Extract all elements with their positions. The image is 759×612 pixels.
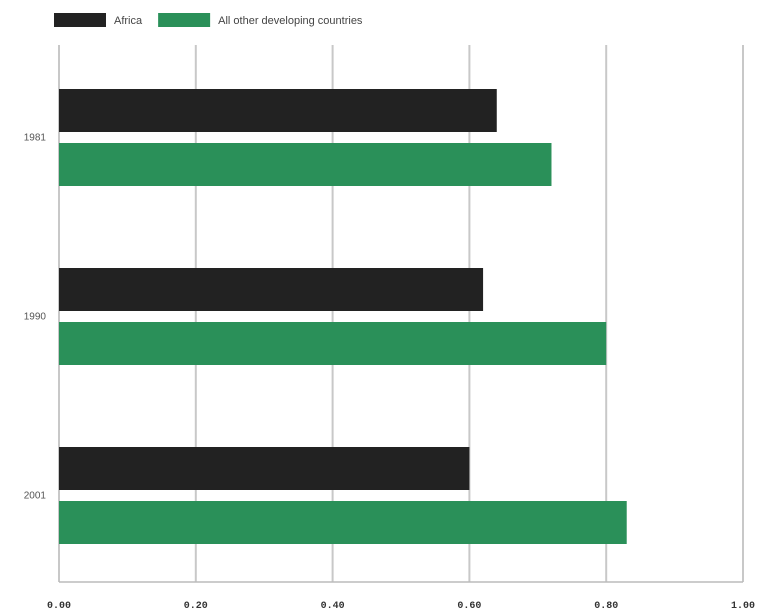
x-tick-label: 0.80: [594, 601, 618, 612]
bar-africa-1990: [59, 268, 484, 311]
x-tick-label: 1.00: [731, 601, 755, 612]
bar-africa-1981: [59, 89, 497, 132]
x-tick-label: 0.00: [47, 601, 71, 612]
legend: Africa All other developing countries: [54, 13, 363, 27]
y-category-label: 1981: [24, 133, 47, 144]
legend-label-africa: Africa: [114, 15, 143, 27]
x-tick-label: 0.40: [321, 601, 345, 612]
bar-other-developing-1981: [59, 143, 552, 186]
legend-label-other-developing: All other developing countries: [218, 15, 363, 27]
y-category-label: 1990: [24, 312, 47, 323]
gridlines: [58, 45, 744, 582]
bar-other-developing-1990: [59, 322, 607, 365]
x-tick-label: 0.20: [184, 601, 208, 612]
y-category-label: 2001: [24, 491, 47, 502]
bar-africa-2001: [59, 447, 470, 490]
legend-swatch-africa: [54, 13, 106, 27]
bar-other-developing-2001: [59, 501, 627, 544]
bars: [59, 89, 627, 544]
legend-swatch-other-developing: [158, 13, 211, 27]
axes: 0.00 0.20 0.40 0.60 0.80 1.00 1981 1990 2001: [24, 133, 755, 612]
x-tick-label: 0.60: [457, 601, 481, 612]
